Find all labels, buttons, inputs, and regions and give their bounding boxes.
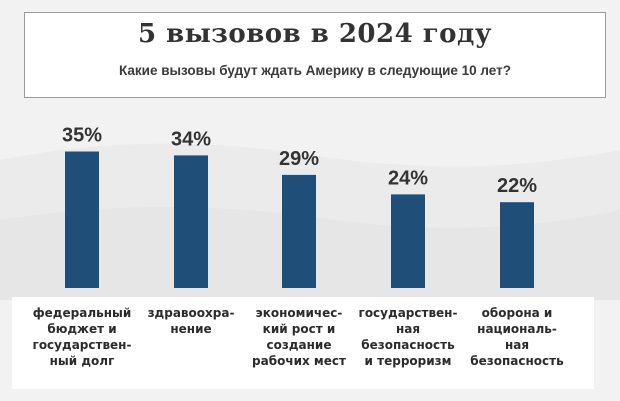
category-label-1: федеральный бюджет и государствен- ный д… <box>32 306 132 368</box>
chart-subtitle: Какие вызовы будут ждать Америку в следу… <box>118 63 511 78</box>
value-label-4: 24% <box>388 167 428 189</box>
bar-2 <box>174 155 208 288</box>
category-label-5: оборона и националь- ная безопасность <box>470 306 564 368</box>
value-label-5: 22% <box>497 175 537 197</box>
category-label-panel <box>12 297 594 389</box>
value-label-3: 29% <box>279 148 319 170</box>
bar-1 <box>65 151 99 288</box>
bar-4 <box>391 194 425 288</box>
bar-5 <box>500 202 534 288</box>
value-label-2: 34% <box>171 128 211 150</box>
header-box: 5 вызовов в 2024 году Какие вызовы будут… <box>24 12 606 98</box>
category-label-4: государствен- ная безопасность и террори… <box>358 306 458 368</box>
chart-title: 5 вызовов в 2024 году <box>137 19 492 49</box>
category-label-2: здравоохра- нение <box>147 306 235 336</box>
value-label-1: 35% <box>62 125 102 147</box>
bar-3 <box>282 174 316 288</box>
category-label-3: экономичес- кий рост и создание рабочих … <box>252 306 346 368</box>
